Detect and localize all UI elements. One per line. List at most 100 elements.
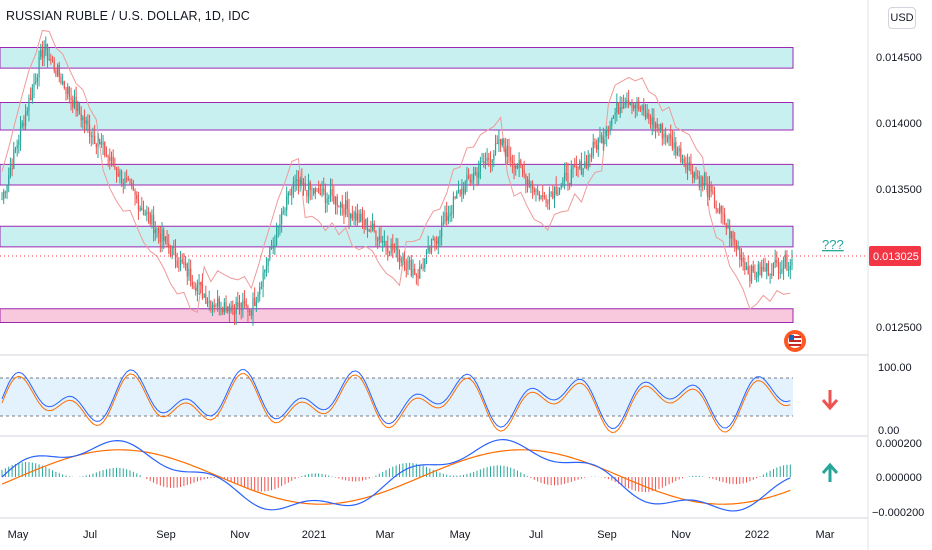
candle-body [617, 102, 620, 115]
candle-body [249, 310, 251, 312]
candle-body [515, 165, 517, 169]
candle-body [740, 257, 743, 261]
candle-body [510, 156, 512, 161]
arrow-up-icon [821, 462, 839, 482]
x-axis-label: Sep [156, 529, 176, 541]
candle-body [594, 141, 596, 145]
candle-body [432, 238, 434, 240]
candle-body [163, 229, 165, 241]
candle-body [112, 156, 114, 166]
candle-body [297, 179, 300, 187]
candle-body [82, 117, 84, 121]
candle-body [324, 191, 327, 204]
candle-body [791, 259, 793, 266]
candle-body [171, 247, 173, 256]
candle-body [462, 187, 465, 194]
candle-body [72, 99, 74, 108]
candle-body [707, 183, 709, 198]
candle-body [671, 138, 674, 149]
candle-body [53, 60, 55, 71]
candle-body [788, 269, 790, 271]
candle-body [590, 155, 593, 157]
candle-body [660, 124, 662, 130]
candle-body [65, 88, 67, 95]
candle-body [474, 172, 476, 175]
candle-body [467, 175, 470, 180]
candle-body [609, 125, 611, 132]
candle-body [350, 213, 352, 219]
candle-body [784, 254, 786, 267]
candle-body [540, 195, 542, 200]
x-axis-label: 2021 [302, 529, 326, 541]
candle-body [264, 270, 266, 273]
candle-body [77, 103, 79, 111]
macd-tick-pos: 0.000200 [876, 438, 922, 450]
candle-body [311, 188, 313, 190]
candle-body [294, 180, 296, 182]
candle-body [333, 195, 335, 205]
candle-body [572, 165, 574, 170]
candle-body [313, 188, 315, 194]
candle-body [158, 228, 160, 234]
candle-body [104, 142, 106, 156]
x-axis-label: Nov [230, 529, 250, 541]
candle-body [220, 309, 222, 311]
candle-body [117, 173, 119, 177]
candle-body [483, 161, 485, 164]
candle-body [144, 214, 146, 216]
candle-body [769, 273, 771, 276]
candle-body [304, 183, 306, 191]
candle-body [51, 59, 54, 61]
candle-body [417, 275, 419, 279]
candle-body [213, 304, 215, 308]
candle-body [626, 99, 628, 103]
chart-title: RUSSIAN RUBLE / U.S. DOLLAR, 1D, IDC [6, 9, 250, 23]
candle-body [409, 260, 411, 262]
candle-body [136, 195, 138, 200]
candle-body [259, 287, 261, 295]
candle-body [132, 186, 134, 191]
candle-body [781, 269, 783, 273]
candle-body [233, 307, 236, 315]
candle-body [569, 183, 571, 185]
candle-body [405, 268, 407, 270]
candle-body [700, 176, 702, 188]
x-axis-label: Jul [83, 529, 97, 541]
candle-body [40, 50, 42, 57]
candle-body [547, 202, 549, 204]
candle-body [528, 179, 530, 187]
candle-body [173, 247, 175, 249]
candle-body [16, 145, 18, 149]
candle-body [203, 294, 205, 298]
us-flag-event-icon[interactable] [784, 330, 806, 352]
candle-body [695, 172, 697, 176]
candle-body [562, 179, 564, 185]
candle-body [744, 261, 746, 271]
candle-body [516, 165, 519, 169]
candle-body [596, 144, 598, 150]
candle-body [70, 96, 72, 100]
candle-body [739, 247, 741, 261]
candle-body [710, 185, 712, 192]
x-axis-label: Jul [529, 529, 543, 541]
x-axis-label: Nov [671, 529, 691, 541]
candle-body [195, 287, 197, 292]
x-axis-label: May [450, 529, 471, 541]
currency-button[interactable]: USD [888, 7, 916, 29]
price-tick-14500: 0.014500 [876, 52, 922, 64]
candle-body [185, 263, 187, 265]
candle-body [198, 282, 200, 285]
candle-body [407, 260, 409, 270]
candle-body [745, 266, 748, 271]
candle-body [191, 281, 193, 287]
candle-body [139, 207, 141, 211]
candle-body [762, 266, 764, 268]
candle-body [530, 183, 532, 187]
candle-body [346, 200, 348, 209]
last-price-label: 0.013025 [873, 251, 919, 263]
candle-body [240, 302, 242, 310]
candle-body [291, 188, 293, 196]
candle-body [678, 148, 680, 152]
x-axis-label: Mar [376, 529, 395, 541]
